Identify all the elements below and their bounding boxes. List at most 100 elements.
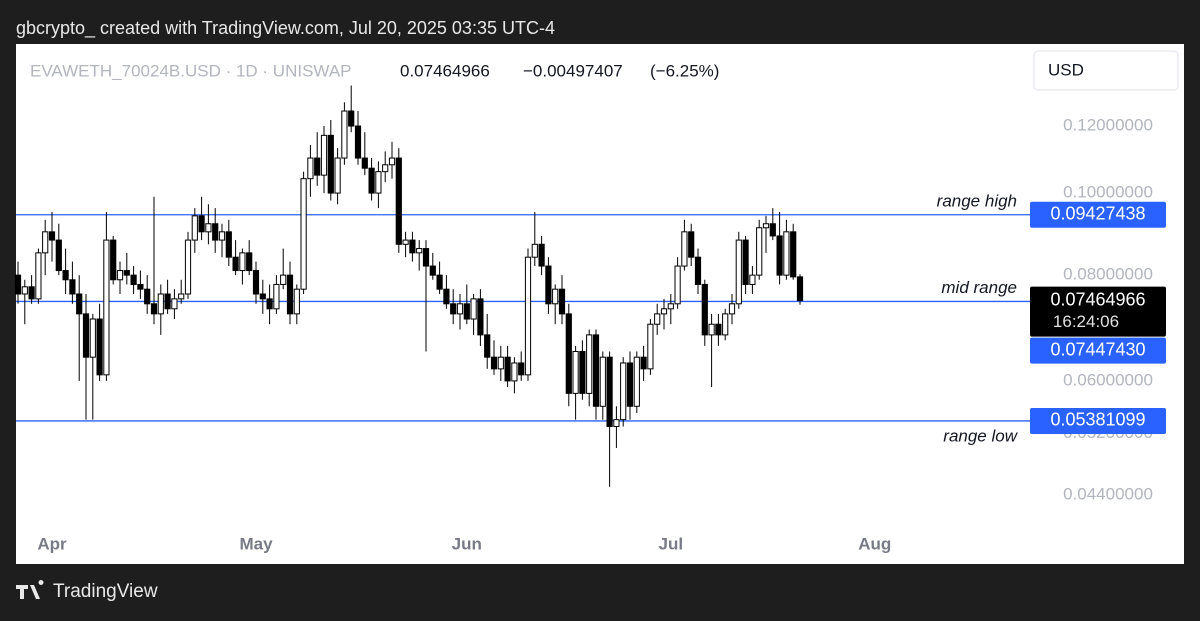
candle-body <box>463 303 470 320</box>
candle-body <box>674 265 681 305</box>
candle-body <box>633 356 640 407</box>
candle-body <box>429 265 436 276</box>
candle-body <box>504 356 511 382</box>
candle-body <box>96 318 103 376</box>
candle-body <box>266 298 273 310</box>
candle-body <box>361 157 368 169</box>
currency-label[interactable]: USD <box>1048 60 1084 79</box>
candle-body <box>35 252 42 300</box>
candle-body <box>76 293 83 315</box>
candle-body <box>178 293 185 300</box>
candle-body <box>137 283 144 290</box>
price-tag-label: 0.05381099 <box>1050 410 1145 430</box>
candle-body <box>55 239 62 272</box>
candle-body <box>626 362 634 407</box>
candle-body <box>586 334 593 394</box>
price-tag <box>1030 201 1166 228</box>
candle-body <box>654 313 661 325</box>
candle-body <box>82 313 90 358</box>
candle-body <box>171 298 178 310</box>
candle-body <box>436 274 443 290</box>
candle-body <box>620 362 627 421</box>
candle-body <box>409 239 416 254</box>
candle-body <box>164 293 171 310</box>
footer: TradingView <box>53 581 158 602</box>
candle-body <box>116 270 124 281</box>
candle-body <box>667 303 674 310</box>
candle-body <box>273 283 280 310</box>
candle-body <box>701 283 708 336</box>
candle-body <box>280 274 287 285</box>
candle-body <box>307 157 314 180</box>
candle-body <box>184 239 192 295</box>
footer-logo <box>16 579 44 599</box>
currency-button[interactable] <box>1033 50 1179 91</box>
candle-body <box>286 274 294 315</box>
candle-body <box>123 270 130 276</box>
candle-body <box>368 167 375 194</box>
header: gbcrypto_ created with TradingView.com, … <box>16 18 555 39</box>
candle-body <box>89 318 96 358</box>
countdown: 16:24:06 <box>1053 312 1119 331</box>
candle-body <box>796 276 804 302</box>
candle-body <box>783 231 790 276</box>
candle-body <box>103 239 110 376</box>
candle-body <box>314 157 321 176</box>
candle-body <box>613 419 620 428</box>
candle-body <box>232 256 239 272</box>
candle-body <box>722 313 729 336</box>
candle-body <box>599 356 606 407</box>
candle-body <box>558 288 566 315</box>
x-tick-label: May <box>239 534 273 553</box>
price-line-label: mid range <box>941 278 1017 297</box>
price-line-label: range low <box>943 426 1018 445</box>
candle-body <box>511 362 518 382</box>
price-tag <box>1030 337 1166 364</box>
candle-body <box>21 286 28 295</box>
candle-body <box>246 252 253 272</box>
candle-body <box>239 252 246 272</box>
candle-body <box>354 125 362 159</box>
candle-body <box>708 323 715 336</box>
candle-body <box>756 227 763 276</box>
candle-body <box>62 270 69 281</box>
candle-body <box>218 231 226 241</box>
candle-body <box>565 313 572 394</box>
price-line-label: range high <box>937 191 1017 210</box>
candle-body <box>375 171 382 194</box>
candle-body <box>157 293 164 315</box>
candle-body <box>762 223 770 229</box>
candle-body <box>450 303 457 315</box>
candle-body <box>749 274 756 285</box>
y-tick-label: 0.12000000 <box>1063 116 1153 135</box>
candle-body <box>660 308 668 315</box>
candle-body <box>341 110 348 159</box>
candle-body <box>592 334 600 407</box>
candle-body <box>470 298 477 320</box>
candle-body <box>382 164 389 173</box>
candle-body <box>150 303 158 315</box>
candle-body <box>640 356 647 370</box>
candle-body <box>647 323 654 370</box>
candle-body <box>769 223 776 237</box>
last-price-tag-label: 0.07464966 <box>1050 289 1145 309</box>
candle-body <box>552 288 559 305</box>
candle-body <box>293 288 300 315</box>
y-tick-label: 0.04400000 <box>1063 484 1153 503</box>
candle-body <box>490 356 498 370</box>
candle-body <box>681 231 688 267</box>
candle-body <box>334 157 341 194</box>
candle-body <box>42 231 49 254</box>
price-tag-label: 0.09427438 <box>1050 204 1145 224</box>
candle-body <box>484 334 491 358</box>
change: −0.00497407 <box>523 61 623 80</box>
candle-body <box>130 274 137 285</box>
x-tick-label: Aug <box>858 534 891 553</box>
y-tick-label: 0.10000000 <box>1063 183 1153 202</box>
candle-body <box>191 215 198 241</box>
candle-body <box>694 256 702 285</box>
chart-panel <box>16 44 1184 564</box>
candle-body <box>497 356 504 370</box>
candle-body <box>402 239 409 245</box>
